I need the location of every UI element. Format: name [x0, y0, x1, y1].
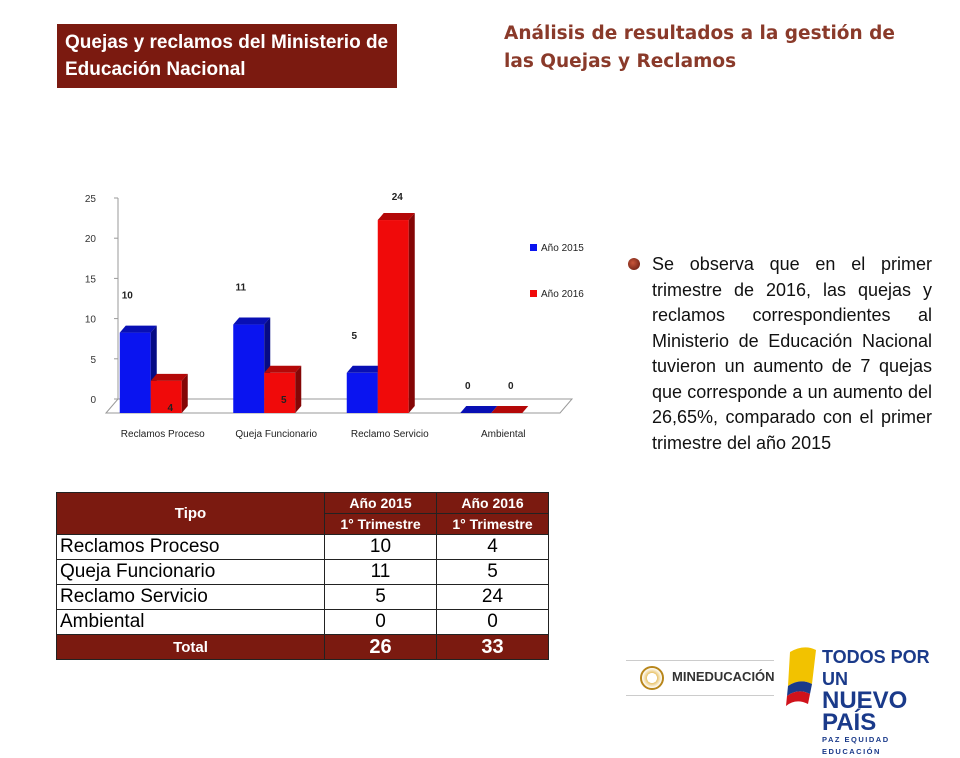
y-tick-label: 5	[90, 355, 96, 366]
data-label: 24	[392, 192, 404, 203]
row-tipo: Queja Funcionario	[57, 560, 325, 585]
colombia-flag-icon	[786, 644, 820, 708]
summary-table: Tipo Año 2015 Año 2016 1° Trimestre 1° T…	[56, 492, 549, 660]
row-2015: 10	[325, 535, 437, 560]
bar-1-side	[295, 366, 301, 413]
total-row: Total 26 33	[57, 635, 549, 660]
table-row: Queja Funcionario 11 5	[57, 560, 549, 585]
row-tipo: Reclamo Servicio	[57, 585, 325, 610]
x-tick-label: Ambiental	[481, 429, 525, 440]
legend-label: Año 2015	[541, 243, 584, 254]
mineducacion-text: MINEDUCACIÓN	[672, 669, 775, 684]
bar-1-front	[264, 373, 295, 413]
row-2016: 0	[437, 610, 549, 635]
x-tick-label: Queja Funcionario	[235, 429, 317, 440]
data-label: 11	[235, 283, 246, 294]
data-label: 5	[351, 331, 357, 342]
subheader-2015: 1° Trimestre	[325, 514, 437, 535]
data-label: 5	[281, 395, 287, 406]
bar-1-top	[264, 366, 301, 373]
bar-1-top	[491, 406, 528, 413]
header-2016: Año 2016	[437, 493, 549, 514]
bar-1-side	[409, 213, 415, 413]
row-2015: 0	[325, 610, 437, 635]
tpu-line2: NUEVO PAÍS	[822, 690, 946, 734]
row-2016: 5	[437, 560, 549, 585]
y-tick-label: 10	[85, 315, 97, 326]
y-tick-label: 0	[90, 395, 96, 406]
slide-heading: Análisis de resultados a la gestión de l…	[504, 20, 924, 76]
tpu-line1: TODOS POR UN	[822, 646, 946, 690]
row-2016: 24	[437, 585, 549, 610]
row-2015: 5	[325, 585, 437, 610]
bar-1-top	[151, 374, 188, 381]
bar-0-top	[460, 406, 497, 413]
bar-0-front	[347, 373, 378, 413]
bar-1-front	[151, 381, 182, 413]
data-label: 10	[122, 291, 134, 302]
bar-0-top	[120, 326, 157, 333]
analysis-text: Se observa que en el primer trimestre de…	[652, 252, 932, 456]
bar-1-top	[378, 213, 415, 220]
y-tick-label: 20	[85, 234, 97, 245]
x-tick-label: Reclamos Proceso	[121, 429, 205, 440]
bar-chart: 0 5 10 15 20 25 10 4 Reclamos Proceso 11 5 Queja Fu…	[60, 160, 600, 460]
legend-swatch	[530, 290, 537, 297]
bar-0-front	[120, 333, 151, 413]
table-row: Reclamo Servicio 5 24	[57, 585, 549, 610]
table-row: Reclamos Proceso 10 4	[57, 535, 549, 560]
row-tipo: Reclamos Proceso	[57, 535, 325, 560]
mineducacion-logo: MINEDUCACIÓN	[626, 660, 774, 696]
data-label: 0	[465, 381, 471, 392]
row-2016: 4	[437, 535, 549, 560]
row-tipo: Ambiental	[57, 610, 325, 635]
header-2015: Año 2015	[325, 493, 437, 514]
legend-label: Año 2016	[541, 289, 584, 300]
data-label: 4	[167, 403, 173, 414]
legend-swatch	[530, 244, 537, 251]
todos-por-un-nuevo-pais-logo: TODOS POR UN NUEVO PAÍS PAZ EQUIDAD EDUC…	[822, 646, 946, 758]
x-tick-label: Reclamo Servicio	[351, 429, 429, 440]
y-tick-label: 25	[85, 194, 97, 205]
subheader-2016: 1° Trimestre	[437, 514, 549, 535]
bullet-icon	[628, 258, 640, 270]
tpu-line3: PAZ EQUIDAD EDUCACIÓN	[822, 734, 946, 758]
total-2016: 33	[437, 635, 549, 660]
y-tick-label: 15	[85, 274, 97, 285]
colombia-seal-icon	[640, 666, 664, 690]
bar-0-top	[233, 318, 270, 325]
bar-1-front	[378, 220, 409, 413]
row-2015: 11	[325, 560, 437, 585]
total-2015: 26	[325, 635, 437, 660]
footer-logos: MINEDUCACIÓN TODOS POR UN NUEVO PAÍS PAZ…	[626, 644, 946, 714]
total-label: Total	[57, 635, 325, 660]
header-tipo: Tipo	[57, 493, 325, 535]
data-label: 0	[508, 381, 514, 392]
bar-0-front	[233, 325, 264, 413]
table-row: Ambiental 0 0	[57, 610, 549, 635]
slide-title: Quejas y reclamos del Ministerio de Educ…	[57, 24, 397, 88]
